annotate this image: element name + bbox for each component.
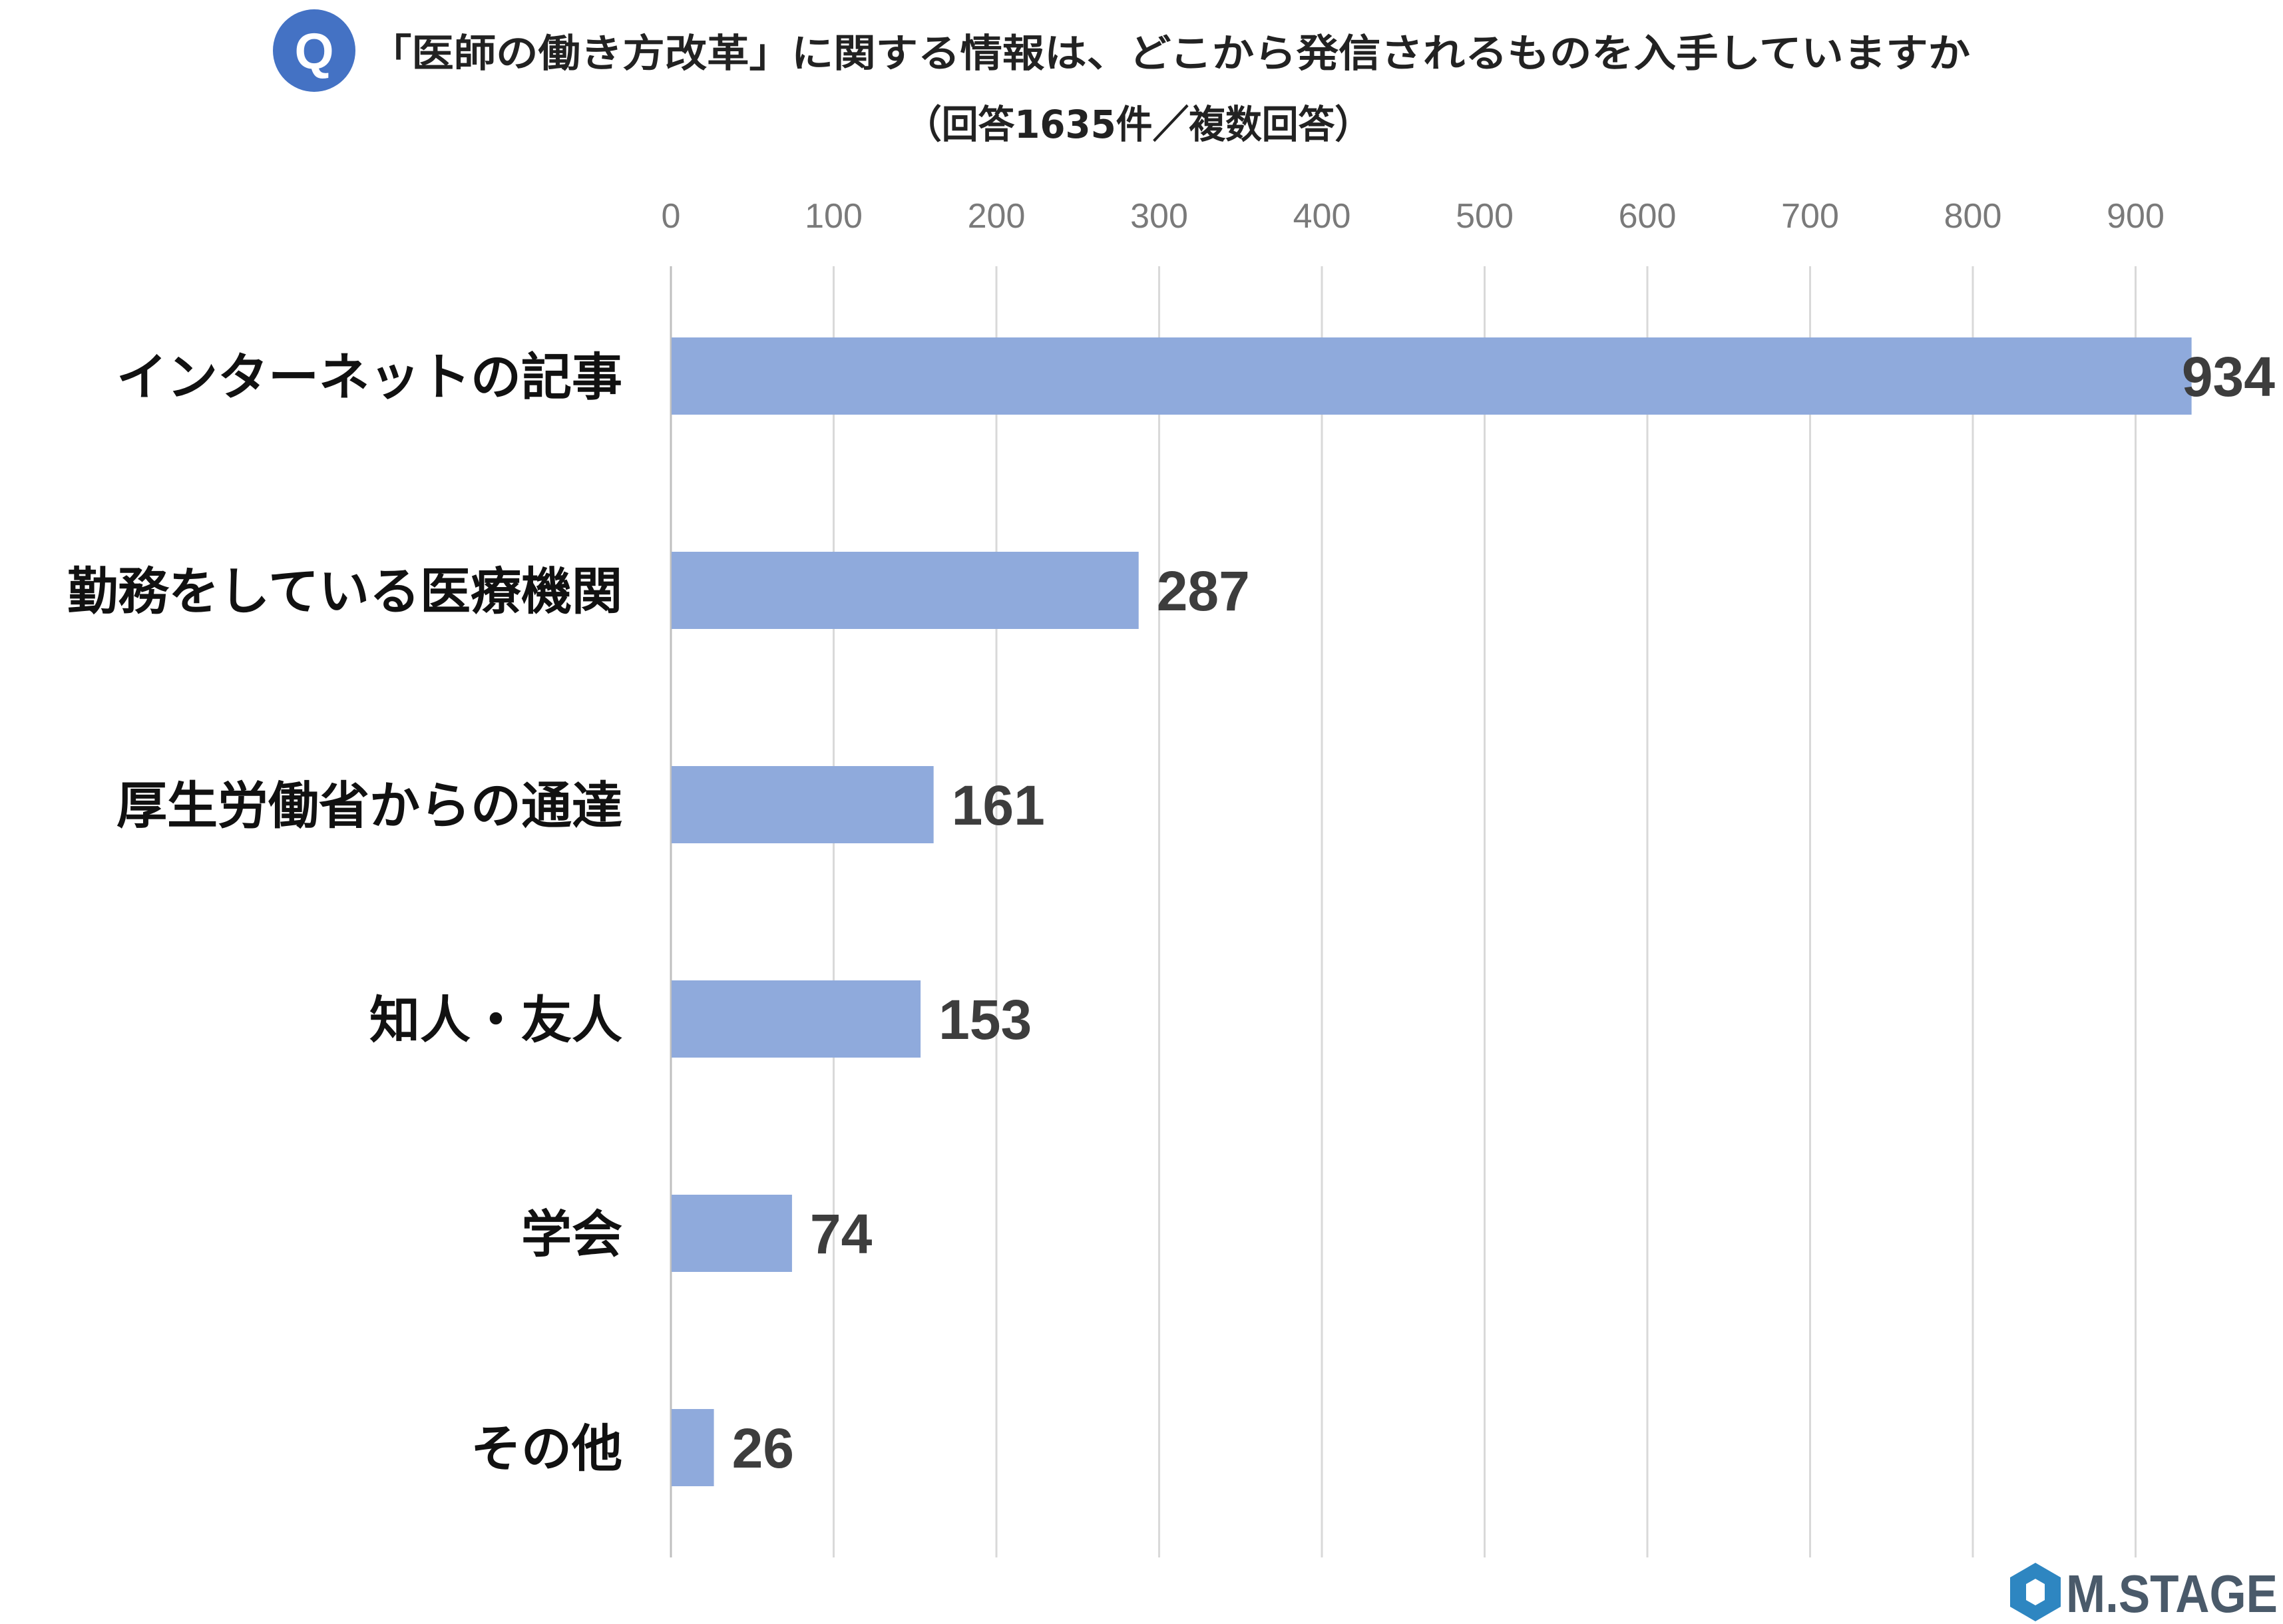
bars	[672, 337, 2192, 1486]
category-label-4: 学会	[521, 1205, 622, 1264]
chart-title: 「医師の働き方改革」に関する情報は、どこから発信されるものを入手していますか	[369, 31, 1970, 76]
category-labels: インターネットの記事勤務をしている医療機関厚生労働省からの通達知人・友人学会その…	[67, 347, 622, 1478]
x-tick-label-300: 300	[1130, 197, 1188, 236]
q-badge-icon	[273, 9, 355, 92]
hexagon-logo-inner-icon	[2026, 1579, 2045, 1605]
bar-5	[672, 1409, 714, 1486]
bar-4	[672, 1195, 792, 1272]
x-tick-label-800: 800	[1944, 197, 2002, 236]
category-label-3: 知人・友人	[369, 990, 622, 1050]
gridlines	[670, 266, 2137, 1557]
chart-title-group: Q 「医師の働き方改革」に関する情報は、どこから発信されるものを入手していますか…	[273, 9, 1970, 147]
q-badge-letter: Q	[294, 23, 333, 80]
category-label-5: その他	[471, 1419, 622, 1478]
x-axis-ticks: 0 100 200 300 400 500 600 700 800 900	[662, 197, 2165, 236]
chart-subtitle: （回答1635件／複数回答）	[905, 102, 1371, 147]
value-label-4: 74	[810, 1203, 873, 1265]
value-label-1: 287	[1157, 560, 1250, 622]
x-tick-label-200: 200	[968, 197, 1026, 236]
x-tick-label-600: 600	[1619, 197, 1677, 236]
bar-0	[672, 337, 2192, 415]
x-tick-label-0: 0	[662, 197, 681, 236]
bar-1	[672, 552, 1139, 629]
bar-3	[672, 980, 921, 1058]
brand-logo: M.STAGE	[2010, 1563, 2278, 1623]
x-tick-label-400: 400	[1293, 197, 1351, 236]
value-label-5: 26	[732, 1417, 794, 1480]
value-labels: 934 287 161 153 74 26	[732, 345, 2276, 1480]
value-label-3: 153	[938, 988, 1032, 1051]
value-label-2: 161	[952, 774, 1045, 837]
value-label-0: 934	[2182, 345, 2275, 408]
brand-logo-text: M.STAGE	[2066, 1564, 2278, 1623]
x-tick-label-500: 500	[1456, 197, 1514, 236]
x-tick-label-900: 900	[2107, 197, 2165, 236]
bar-2	[672, 766, 934, 843]
x-tick-label-100: 100	[805, 197, 863, 236]
category-label-2: 厚生労働省からの通達	[116, 776, 622, 835]
category-label-1: 勤務をしている医療機関	[67, 562, 622, 621]
category-label-0: インターネットの記事	[116, 347, 622, 407]
x-tick-label-700: 700	[1781, 197, 1839, 236]
